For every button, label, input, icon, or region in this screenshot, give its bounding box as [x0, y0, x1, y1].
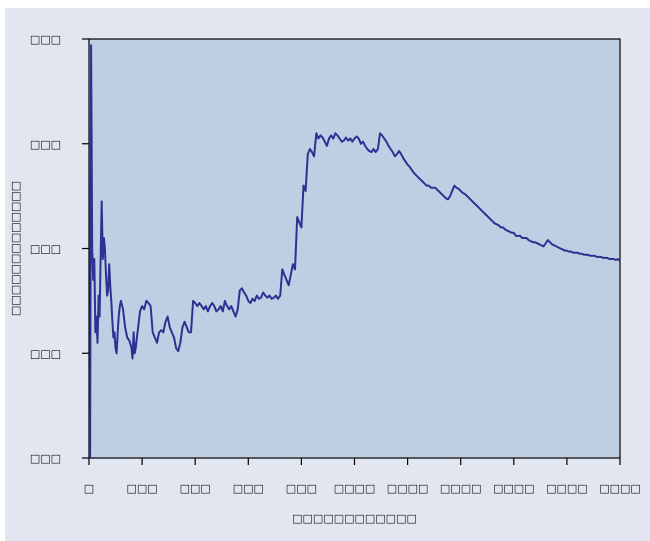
x-tick-label: □□□□: [493, 482, 535, 495]
y-tick-label: □□□: [30, 347, 61, 360]
line-chart: □ □□□ □□□ □□□ □□□ □□□□ □□□□ □□□□ □□□□ □□□□ □□□□ □□…: [9, 33, 641, 525]
x-tick-label: □□□: [233, 482, 264, 495]
x-tick-label: □□□: [180, 482, 211, 495]
x-tick-label: □□□□: [546, 482, 588, 495]
series-line: [89, 44, 621, 459]
y-tick-label: □□□: [30, 452, 61, 465]
x-tick-label: □□□: [286, 482, 317, 495]
y-tick-label: □□□: [30, 33, 61, 46]
x-tick-label: □□□: [127, 482, 158, 495]
x-tick-label: □□□□: [599, 482, 641, 495]
y-axis-label: □□□□□□□□□□□□□: [9, 181, 22, 316]
x-tick-label: □□□□: [334, 482, 376, 495]
y-axis: □□□ □□□ □□□ □□□ □□□: [30, 33, 89, 465]
x-tick-label: □: [84, 482, 94, 495]
y-tick-label: □□□: [30, 243, 61, 256]
x-tick-label: □□□□: [387, 482, 429, 495]
y-tick-label: □□□: [30, 138, 61, 151]
plot-area: [88, 38, 621, 459]
x-axis: □ □□□ □□□ □□□ □□□ □□□□ □□□□ □□□□ □□□□ □□□□ □□□□: [84, 458, 641, 495]
chart-figure: □ □□□ □□□ □□□ □□□ □□□□ □□□□ □□□□ □□□□ □□□□ □□□□ □□…: [5, 8, 650, 541]
x-axis-label: □□□□□□□□□□□□: [292, 512, 417, 525]
x-tick-label: □□□□: [440, 482, 482, 495]
